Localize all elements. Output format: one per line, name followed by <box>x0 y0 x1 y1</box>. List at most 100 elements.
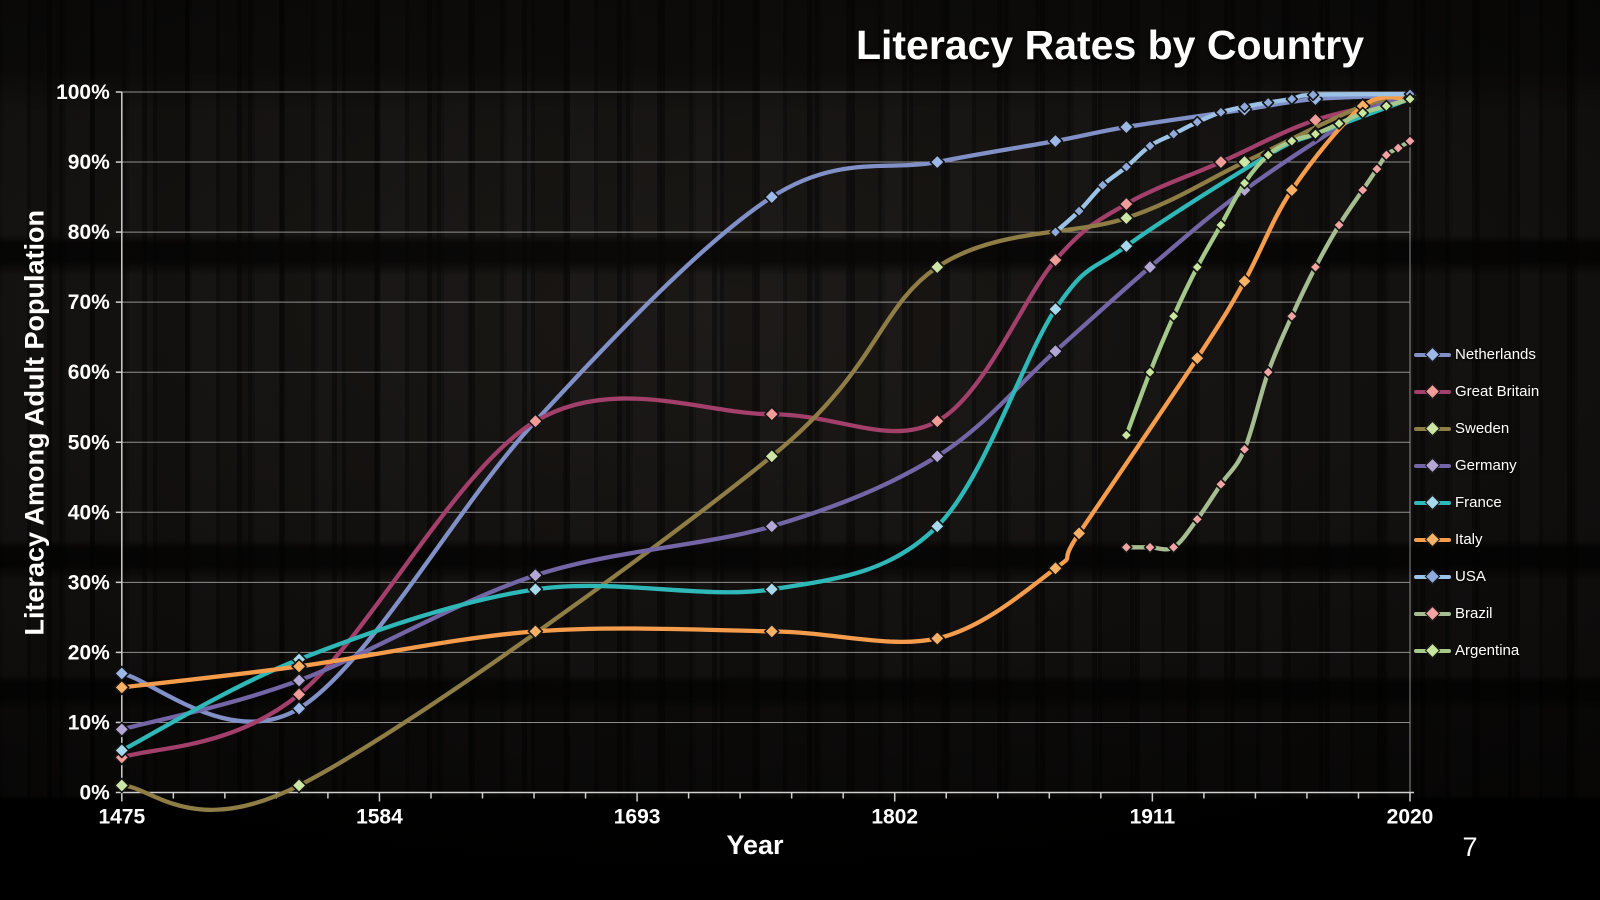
data-point-germany <box>929 448 946 465</box>
data-point-argentina <box>1403 92 1417 106</box>
data-point-italy <box>1071 525 1087 542</box>
data-point-great-britain <box>764 406 780 423</box>
data-point-brazil <box>1380 148 1393 162</box>
data-point-usa <box>1238 100 1251 114</box>
legend-diamond-marker <box>1424 383 1441 399</box>
legend-diamond-marker <box>1424 531 1441 547</box>
y-tick-label: 80% <box>68 221 110 244</box>
data-point-brazil <box>1356 183 1370 197</box>
data-point-france <box>1118 238 1135 254</box>
y-tick-label: 60% <box>68 361 110 384</box>
page-number: 7 <box>1462 832 1478 862</box>
data-point-germany <box>114 721 130 738</box>
data-point-sweden <box>929 259 946 275</box>
data-point-netherlands <box>291 700 307 717</box>
data-point-germany <box>764 518 780 535</box>
data-point-great-britain <box>929 413 946 430</box>
y-tick-label: 0% <box>79 782 110 805</box>
legend-item-netherlands: Netherlands <box>1414 336 1594 373</box>
x-tick-label: 1693 <box>614 806 661 829</box>
data-point-usa <box>1072 204 1086 218</box>
data-point-italy <box>929 630 946 647</box>
y-tick-label: 40% <box>68 501 110 524</box>
data-point-argentina <box>1167 309 1180 323</box>
legend-item-usa: USA <box>1414 558 1594 595</box>
data-point-great-britain <box>1047 252 1064 268</box>
series-line-italy <box>119 95 1413 690</box>
data-point-usa <box>1285 92 1299 106</box>
data-point-brazil <box>1167 541 1180 554</box>
legend-item-italy: Italy <box>1414 521 1594 558</box>
data-point-germany <box>527 567 544 584</box>
data-point-argentina <box>1309 127 1322 141</box>
data-point-italy <box>1284 182 1300 198</box>
legend-label: Great Britain <box>1455 383 1540 400</box>
legend-swatch <box>1414 420 1451 436</box>
data-point-argentina <box>1285 134 1299 148</box>
data-point-usa <box>1190 115 1204 129</box>
legend-diamond-marker <box>1424 605 1441 621</box>
data-point-brazil <box>1214 477 1228 491</box>
legend-label: Netherlands <box>1455 346 1536 363</box>
legend-item-great-britain: Great Britain <box>1414 373 1594 410</box>
x-tick-label: 1584 <box>356 806 403 829</box>
data-point-brazil <box>1190 513 1204 526</box>
legend-label: Brazil <box>1455 605 1493 622</box>
data-point-france <box>527 581 544 598</box>
legend-diamond-marker <box>1424 494 1441 510</box>
data-point-usa <box>1167 127 1180 141</box>
data-point-italy <box>527 623 544 640</box>
data-point-usa <box>1049 225 1062 239</box>
data-point-argentina <box>1190 260 1204 274</box>
y-tick-label: 10% <box>68 711 110 734</box>
legend-diamond-marker <box>1424 642 1441 658</box>
data-point-sweden <box>291 777 307 794</box>
data-point-brazil <box>1391 141 1405 155</box>
legend-item-sweden: Sweden <box>1414 410 1594 447</box>
data-point-italy <box>1236 273 1253 289</box>
data-point-argentina <box>1143 365 1157 379</box>
data-point-france <box>114 742 130 759</box>
y-tick-label: 90% <box>68 151 110 174</box>
legend-label: France <box>1455 494 1502 511</box>
y-tick-label: 30% <box>68 571 110 594</box>
data-point-germany <box>1142 259 1158 275</box>
legend-swatch <box>1414 494 1451 510</box>
data-point-argentina <box>1214 218 1228 232</box>
legend-swatch <box>1414 531 1451 547</box>
legend-swatch <box>1414 457 1451 473</box>
data-point-brazil <box>1309 260 1322 274</box>
legend-swatch <box>1414 642 1451 658</box>
data-point-usa <box>1120 160 1133 174</box>
data-point-france <box>929 518 946 535</box>
legend-item-france: France <box>1414 484 1594 521</box>
data-point-italy <box>1189 350 1206 366</box>
legend-swatch <box>1414 383 1451 399</box>
y-tick-label: 70% <box>68 291 110 314</box>
data-point-usa <box>1096 178 1110 192</box>
data-point-great-britain <box>291 686 307 703</box>
legend-diamond-marker <box>1424 346 1441 362</box>
series-line-netherlands <box>119 93 1413 724</box>
y-tick-label: 20% <box>68 641 110 664</box>
data-point-argentina <box>1332 117 1346 130</box>
legend-diamond-marker <box>1424 568 1441 584</box>
data-point-brazil <box>1120 541 1133 554</box>
data-point-italy <box>291 658 307 675</box>
data-point-usa <box>1143 139 1157 153</box>
data-point-brazil <box>1143 541 1157 554</box>
legend-swatch <box>1414 605 1451 621</box>
data-point-france <box>1047 301 1064 317</box>
x-tick-label: 1802 <box>871 806 918 829</box>
data-point-netherlands <box>1118 119 1135 135</box>
legend-label: USA <box>1455 568 1486 585</box>
x-tick-label: 1475 <box>98 806 145 829</box>
data-point-brazil <box>1403 134 1417 148</box>
data-point-brazil <box>1261 365 1275 379</box>
data-point-italy <box>1047 560 1064 577</box>
data-point-italy <box>114 679 130 696</box>
data-point-sweden <box>1118 210 1135 226</box>
